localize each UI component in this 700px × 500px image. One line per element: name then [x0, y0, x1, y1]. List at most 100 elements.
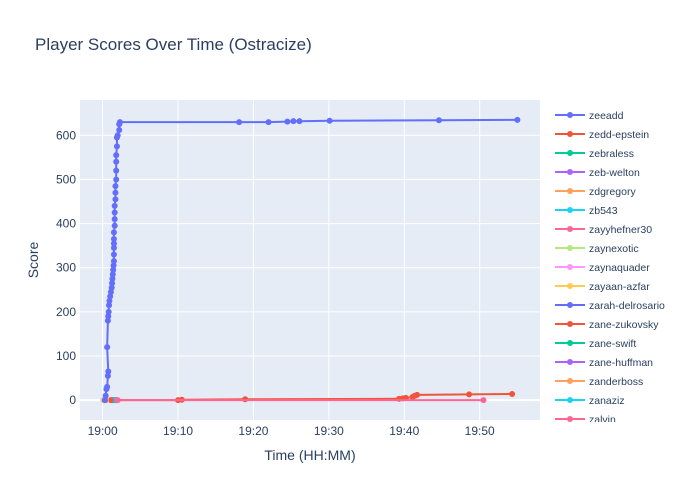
data-point[interactable]	[414, 391, 421, 398]
legend[interactable]: zeeadd zedd-epstein zebraless zeb-welton zdg…	[548, 102, 698, 422]
legend-item-zeeadd[interactable]: zeeadd	[555, 110, 624, 122]
legend-item-zayyhefner30[interactable]: zayyhefner30	[555, 224, 652, 236]
legend-item-zane-swift[interactable]: zane-swift	[555, 338, 636, 350]
data-point[interactable]	[110, 266, 117, 273]
data-point[interactable]	[102, 392, 109, 399]
data-point[interactable]	[109, 271, 116, 278]
legend-label: zalvin	[589, 414, 616, 422]
x-tick-label: 19:20	[238, 424, 268, 438]
legend-item-zalvin[interactable]: zalvin	[555, 414, 616, 422]
data-point[interactable]	[114, 132, 121, 139]
data-point[interactable]	[110, 258, 117, 265]
data-point[interactable]	[284, 118, 291, 125]
legend-label: zaynexotic	[589, 243, 639, 255]
data-point[interactable]	[104, 344, 111, 351]
legend-item-zarah-delrosario[interactable]: zarah-delrosario	[555, 300, 665, 312]
legend-item-zane-huffman[interactable]: zane-huffman	[555, 357, 653, 369]
data-point[interactable]	[111, 209, 118, 216]
plot-background	[80, 100, 540, 420]
data-point[interactable]	[114, 397, 121, 404]
series-zeeadd	[101, 116, 521, 404]
legend-swatch-marker	[567, 169, 573, 175]
y-tick-label: 200	[56, 305, 76, 319]
legend-item-zeb-welton[interactable]: zeb-welton	[555, 167, 640, 179]
data-point[interactable]	[265, 119, 272, 126]
data-point[interactable]	[435, 117, 442, 124]
data-point[interactable]	[509, 390, 516, 397]
legend-item-zaynexotic[interactable]: zaynexotic	[555, 243, 639, 255]
data-point[interactable]	[112, 196, 119, 203]
legend-items: zeeadd zedd-epstein zebraless zeb-welton zdg…	[555, 110, 665, 422]
data-point[interactable]	[326, 117, 333, 124]
legend-item-zanderboss[interactable]: zanderboss	[555, 376, 643, 388]
legend-label: zaynaquader	[589, 262, 650, 274]
data-point[interactable]	[514, 116, 521, 123]
data-point[interactable]	[110, 244, 117, 251]
legend-label: zb543	[589, 205, 618, 217]
data-point[interactable]	[105, 368, 112, 375]
data-point[interactable]	[111, 202, 118, 209]
data-point[interactable]	[110, 251, 117, 258]
data-point[interactable]	[116, 119, 123, 126]
data-point[interactable]	[113, 167, 120, 174]
data-point[interactable]	[109, 275, 116, 282]
y-axis-ticks: 0 100 200 300 400 500 600	[56, 128, 76, 407]
data-point[interactable]	[112, 189, 119, 196]
data-point[interactable]	[111, 222, 118, 229]
series-zalvin	[114, 397, 121, 404]
data-point[interactable]	[111, 216, 118, 223]
legend-item-zaynaquader[interactable]: zaynaquader	[555, 262, 650, 274]
data-point[interactable]	[116, 127, 123, 134]
data-point[interactable]	[105, 308, 112, 315]
data-point[interactable]	[110, 229, 117, 236]
y-tick-label: 600	[56, 128, 76, 142]
data-point[interactable]	[104, 372, 111, 379]
legend-swatch-marker	[567, 226, 573, 232]
legend-label: zane-zukovsky	[589, 319, 659, 331]
legend-swatch-marker	[567, 378, 573, 384]
legend-label: zeeadd	[589, 110, 624, 122]
legend-label: zayaan-azfar	[589, 281, 650, 293]
data-point[interactable]	[466, 391, 473, 398]
data-point[interactable]	[106, 297, 113, 304]
data-point[interactable]	[296, 118, 303, 125]
data-point[interactable]	[101, 397, 108, 404]
data-point[interactable]	[104, 383, 111, 390]
data-point[interactable]	[110, 262, 117, 269]
legend-item-zane-zukovsky[interactable]: zane-zukovsky	[555, 319, 659, 331]
data-point[interactable]	[110, 240, 117, 247]
legend-item-zdgregory[interactable]: zdgregory	[555, 186, 636, 198]
series-zane-zukovsky	[107, 397, 114, 404]
data-point[interactable]	[236, 119, 243, 126]
data-point[interactable]	[105, 313, 112, 320]
y-tick-label: 300	[56, 261, 76, 275]
legend-item-zedd-epstein[interactable]: zedd-epstein	[555, 129, 649, 141]
legend-swatch-marker	[567, 340, 573, 346]
data-point[interactable]	[108, 284, 115, 291]
data-point[interactable]	[104, 317, 111, 324]
data-point[interactable]	[107, 289, 114, 295]
data-point[interactable]	[106, 302, 113, 309]
x-tick-label: 19:40	[389, 424, 419, 438]
data-point[interactable]	[110, 236, 117, 243]
y-tick-label: 100	[56, 349, 76, 363]
x-axis-ticks: 19:00 19:10 19:20 19:30 19:40 19:50	[88, 424, 495, 438]
legend-swatch-marker	[567, 302, 573, 308]
legend-item-zb543[interactable]: zb543	[555, 205, 618, 217]
data-point[interactable]	[480, 397, 487, 404]
chart-title: Player Scores Over Time (Ostracize)	[35, 35, 312, 54]
data-point[interactable]	[107, 397, 114, 404]
data-point[interactable]	[113, 176, 120, 183]
data-point[interactable]	[113, 143, 120, 150]
legend-swatch-marker	[567, 150, 573, 156]
data-point[interactable]	[113, 158, 120, 165]
data-point[interactable]	[113, 152, 120, 159]
legend-item-zebraless[interactable]: zebraless	[555, 148, 634, 160]
data-point[interactable]	[290, 118, 297, 125]
legend-item-zanaziz[interactable]: zanaziz	[555, 395, 625, 407]
legend-item-zayaan-azfar[interactable]: zayaan-azfar	[555, 281, 650, 293]
data-point[interactable]	[109, 280, 116, 287]
data-point[interactable]	[112, 183, 119, 190]
data-point[interactable]	[107, 293, 114, 300]
